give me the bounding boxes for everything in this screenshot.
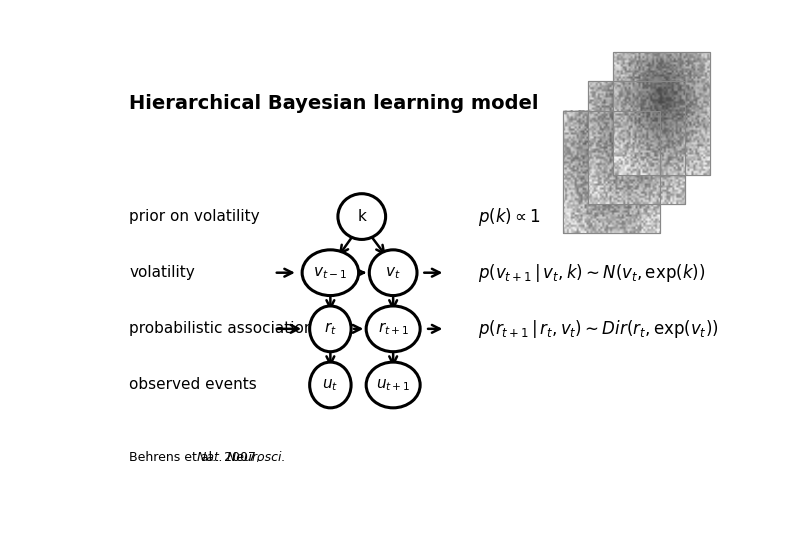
Text: $p(k)\propto 1$: $p(k)\propto 1$ [478,206,540,227]
Text: probabilistic association: probabilistic association [130,321,314,336]
Text: Nat. Neurosci.: Nat. Neurosci. [198,451,286,464]
Text: $u_{t+1}$: $u_{t+1}$ [376,377,411,393]
Text: $r_{t+1}$: $r_{t+1}$ [377,320,409,337]
FancyBboxPatch shape [563,111,660,233]
Ellipse shape [338,194,386,239]
Text: $p(v_{t+1}\,|\,v_t,k)\sim N(v_t,\exp(k))$: $p(v_{t+1}\,|\,v_t,k)\sim N(v_t,\exp(k))… [478,262,706,284]
Text: $p(r_{t+1}\,|\,r_t,v_t)\sim Dir(r_t,\exp(v_t))$: $p(r_{t+1}\,|\,r_t,v_t)\sim Dir(r_t,\exp… [478,318,718,340]
Ellipse shape [366,306,420,352]
Ellipse shape [366,362,420,408]
Ellipse shape [309,362,351,408]
Text: volatility: volatility [130,265,195,280]
FancyBboxPatch shape [613,52,710,175]
Text: prior on volatility: prior on volatility [130,209,260,224]
Text: $v_{t-1}$: $v_{t-1}$ [313,265,347,281]
Text: Hierarchical Bayesian learning model: Hierarchical Bayesian learning model [130,94,539,113]
Ellipse shape [369,250,417,295]
FancyBboxPatch shape [588,82,685,204]
Ellipse shape [302,250,359,295]
Text: k: k [357,209,366,224]
Text: $u_t$: $u_t$ [322,377,339,393]
Text: observed events: observed events [130,377,258,393]
Ellipse shape [309,306,351,352]
Text: Behrens et al.  2007,: Behrens et al. 2007, [130,451,265,464]
Text: $v_t$: $v_t$ [386,265,401,281]
Text: $r_t$: $r_t$ [324,320,337,337]
